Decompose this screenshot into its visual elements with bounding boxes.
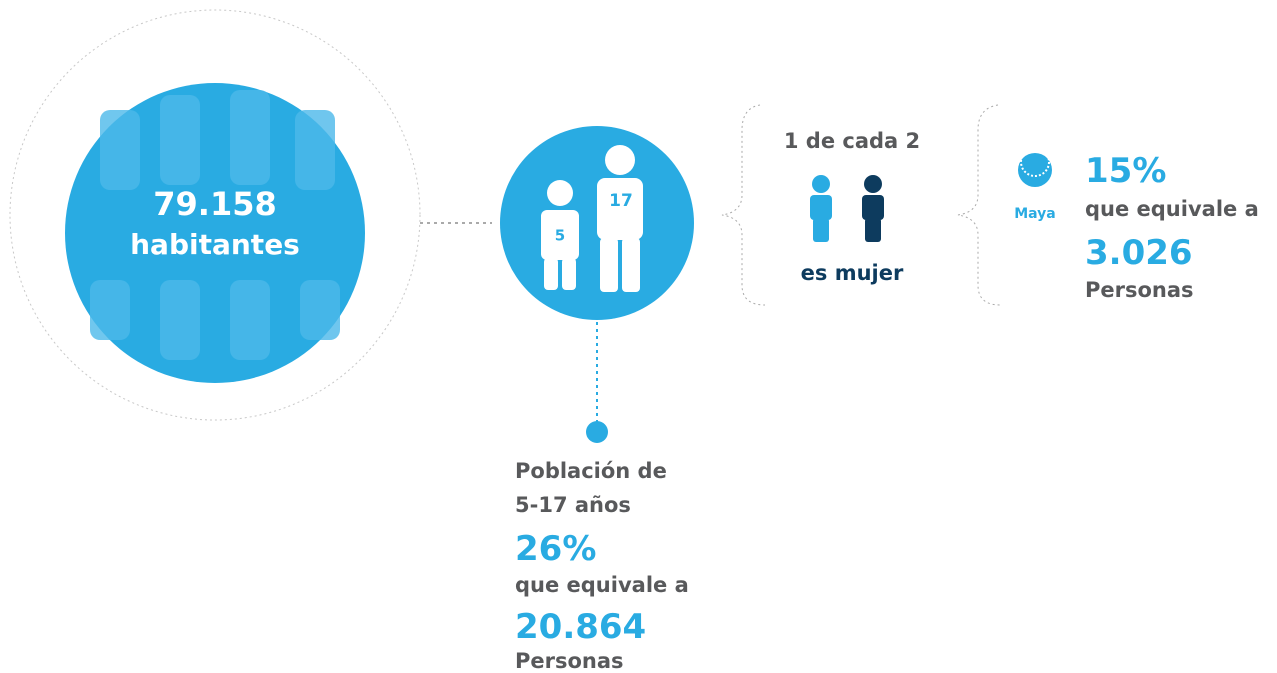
dot (586, 421, 608, 443)
shirt-number: 5 (555, 227, 565, 245)
gender-ratio: 1 de cada 2 (784, 129, 920, 153)
maya-count: 3.026 (1085, 233, 1193, 273)
age-equivalent: que equivale a (515, 573, 689, 597)
age-title: 5-17 años (515, 493, 631, 517)
maya-percent: 15% (1085, 151, 1166, 191)
gender-caption: es mujer (801, 261, 904, 285)
brace (958, 105, 1000, 305)
age-title: Población de (515, 459, 667, 483)
shirt-number: 17 (609, 191, 633, 211)
maya-icon (1018, 148, 1052, 187)
infographic: 79.158 habitantes 5 17 Población de 5-17… (0, 0, 1277, 669)
age-count: 20.864 (515, 607, 646, 647)
maya-label: Maya (1014, 206, 1056, 222)
gender-icons (810, 175, 884, 242)
population-total: 79.158 (153, 185, 276, 223)
brace (722, 105, 765, 305)
maya-unit: Personas (1085, 278, 1194, 302)
age-unit: Personas (515, 649, 624, 669)
maya-equivalent: que equivale a (1085, 197, 1259, 221)
population-label: habitantes (130, 228, 300, 261)
age-percent: 26% (515, 529, 596, 569)
